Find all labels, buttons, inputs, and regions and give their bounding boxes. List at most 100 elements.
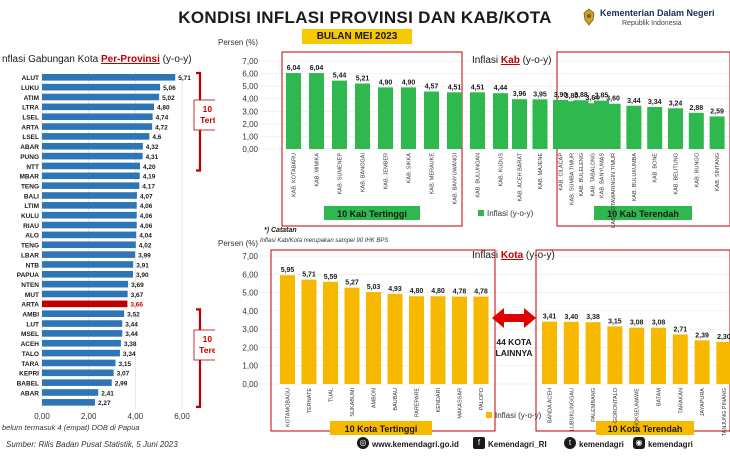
kab-category-label: KAB. BANYUMAS xyxy=(600,153,606,198)
kota-group-label-bg xyxy=(596,421,694,435)
province-value-label: 3,66 xyxy=(130,302,143,309)
province-bar xyxy=(42,349,120,357)
kab-value-label: 3,95 xyxy=(533,91,547,98)
kab-y-tick: 1,00 xyxy=(242,132,258,141)
province-value-label: 3,69 xyxy=(131,282,144,289)
kota-value-label: 4,93 xyxy=(388,286,402,293)
province-bar xyxy=(42,271,133,278)
kota-y-tick: 6,00 xyxy=(242,270,258,279)
province-bar xyxy=(42,142,143,150)
kab-chart-title: Inflasi Kab (y-o-y) xyxy=(472,55,551,66)
province-bar xyxy=(42,133,150,140)
kab-value-label: 3,60 xyxy=(606,96,620,103)
province-category-label: NTB xyxy=(26,262,40,269)
kab-inflation-chart: Persen (%) 0,00 1,00 2,00 3,00 4,00 5,00 6,00 7,… xyxy=(218,38,730,228)
bottom10-annotation-line2: Terendah xyxy=(199,345,215,355)
kota-value-label: 4,78 xyxy=(453,289,467,296)
kab-y-tick: 5,00 xyxy=(242,82,258,91)
kota-bar xyxy=(430,296,446,384)
kota-value-label: 5,03 xyxy=(367,284,381,291)
kab-category-label: KAB. BANYUWANGI xyxy=(453,153,459,205)
kota-category-label: KENDARI xyxy=(436,388,442,413)
kab-bar xyxy=(532,99,548,149)
twitter-handle[interactable]: kemendagri xyxy=(579,440,624,449)
kota-catatan-text: Inflasi Kab/Kota merupakan sampel 90 IHK… xyxy=(260,238,388,244)
kab-value-label: 3,80 xyxy=(565,93,579,100)
kota-bar xyxy=(716,341,730,384)
kota-category-label: PAREPARE xyxy=(415,388,421,417)
middle-note-line1: 44 KOTA xyxy=(496,337,531,347)
province-category-label: TARA xyxy=(21,361,39,368)
province-category-label: ARTA xyxy=(21,124,39,131)
kab-category-label: KAB. BULUKUMBA xyxy=(632,153,638,202)
province-value-label: 4,06 xyxy=(140,203,153,210)
kab-category-label: KAB. SINTANG xyxy=(715,153,721,191)
kab-category-label: KAB. SUMBA TIMUR xyxy=(570,153,576,205)
kota-inflation-chart: *) Catatan Inflasi Kab/Kota merupakan sam… xyxy=(218,227,730,436)
website-link[interactable]: www.kemendagri.go.id xyxy=(372,440,459,449)
kab-value-label: 6,04 xyxy=(287,65,301,72)
kab-bar xyxy=(605,103,621,149)
kota-y-tick: 3,00 xyxy=(242,325,258,334)
province-category-label: MBAR xyxy=(20,174,40,181)
province-bar xyxy=(42,93,160,101)
kab-category-label: KAB. BULELENG xyxy=(579,153,585,196)
province-value-label: 4,06 xyxy=(140,223,153,230)
kota-category-label: KOTAMOBAGU xyxy=(286,388,292,427)
kab-y-tick: 6,00 xyxy=(242,70,258,79)
province-bar xyxy=(42,379,112,386)
province-value-label: 2,99 xyxy=(115,380,128,387)
kota-bar xyxy=(280,275,295,384)
brand-name: Kementerian Dalam Negeri xyxy=(600,8,715,18)
province-bar xyxy=(42,182,140,189)
province-bar xyxy=(42,83,161,91)
instagram-icon: ◉ xyxy=(633,437,645,449)
kab-bar xyxy=(332,80,347,149)
kota-catatan-title: *) Catatan xyxy=(264,227,297,234)
province-bar xyxy=(42,231,137,239)
kab-value-label: 4,57 xyxy=(425,84,439,91)
province-bar xyxy=(42,290,128,298)
kota-value-label: 2,71 xyxy=(673,326,687,333)
kab-category-label: KAB. JEMBER xyxy=(384,153,390,189)
kota-category-label: LUBUKLINGGAU xyxy=(569,388,575,431)
facebook-handle[interactable]: Kemendagri_RI xyxy=(488,440,547,449)
kab-value-label: 3,90 xyxy=(554,92,568,99)
kab-bar xyxy=(668,108,683,149)
kab-bar xyxy=(355,83,370,149)
kab-group-label: 10 Kab Terendah xyxy=(607,209,679,219)
province-value-label: 3,38 xyxy=(124,341,137,348)
province-category-label: LSEL xyxy=(22,134,39,141)
kota-bar xyxy=(452,296,467,384)
kota-group-label-bg xyxy=(330,421,432,435)
province-bar xyxy=(42,172,140,180)
twitter-icon: t xyxy=(564,437,576,449)
kab-category-label: KAB. BANGGAI xyxy=(361,153,367,193)
province-value-label: 5,02 xyxy=(162,95,175,102)
province-value-label: 4,19 xyxy=(143,174,156,181)
kota-value-label: 5,27 xyxy=(345,280,359,287)
province-category-label: TALO xyxy=(22,351,39,358)
province-value-label: 4,02 xyxy=(139,243,152,250)
kota-y-tick: 4,00 xyxy=(242,307,258,316)
kab-group-label-bg xyxy=(324,206,420,220)
kota-category-label: PALEMBANG xyxy=(591,388,597,422)
kab-value-label: 3,44 xyxy=(627,98,641,105)
province-chart-title: nflasi Gabungan Kota Per-Provinsi (y-o-y… xyxy=(2,54,192,65)
province-value-label: 3,07 xyxy=(117,371,130,378)
province-value-label: 4,20 xyxy=(143,164,156,171)
kab-value-label: 6,04 xyxy=(310,65,324,72)
province-bar xyxy=(42,280,129,288)
kota-value-label: 5,59 xyxy=(324,274,338,281)
instagram-handle[interactable]: kemendagri xyxy=(648,440,693,449)
kab-value-label: 4,90 xyxy=(402,79,416,86)
province-bar xyxy=(42,359,116,367)
kab-value-label: 3,34 xyxy=(648,99,662,106)
kota-category-label: BAUBAU xyxy=(393,388,399,411)
kab-category-label: KAB. BELITUNG xyxy=(674,153,680,195)
kab-category-label: KAB. BULUNGAN xyxy=(476,153,482,198)
kab-value-label: 4,44 xyxy=(494,85,508,92)
middle-note-line2: LAINNYA xyxy=(496,348,533,358)
province-bar xyxy=(42,389,99,396)
kab-y-tick: 0,00 xyxy=(242,145,258,154)
